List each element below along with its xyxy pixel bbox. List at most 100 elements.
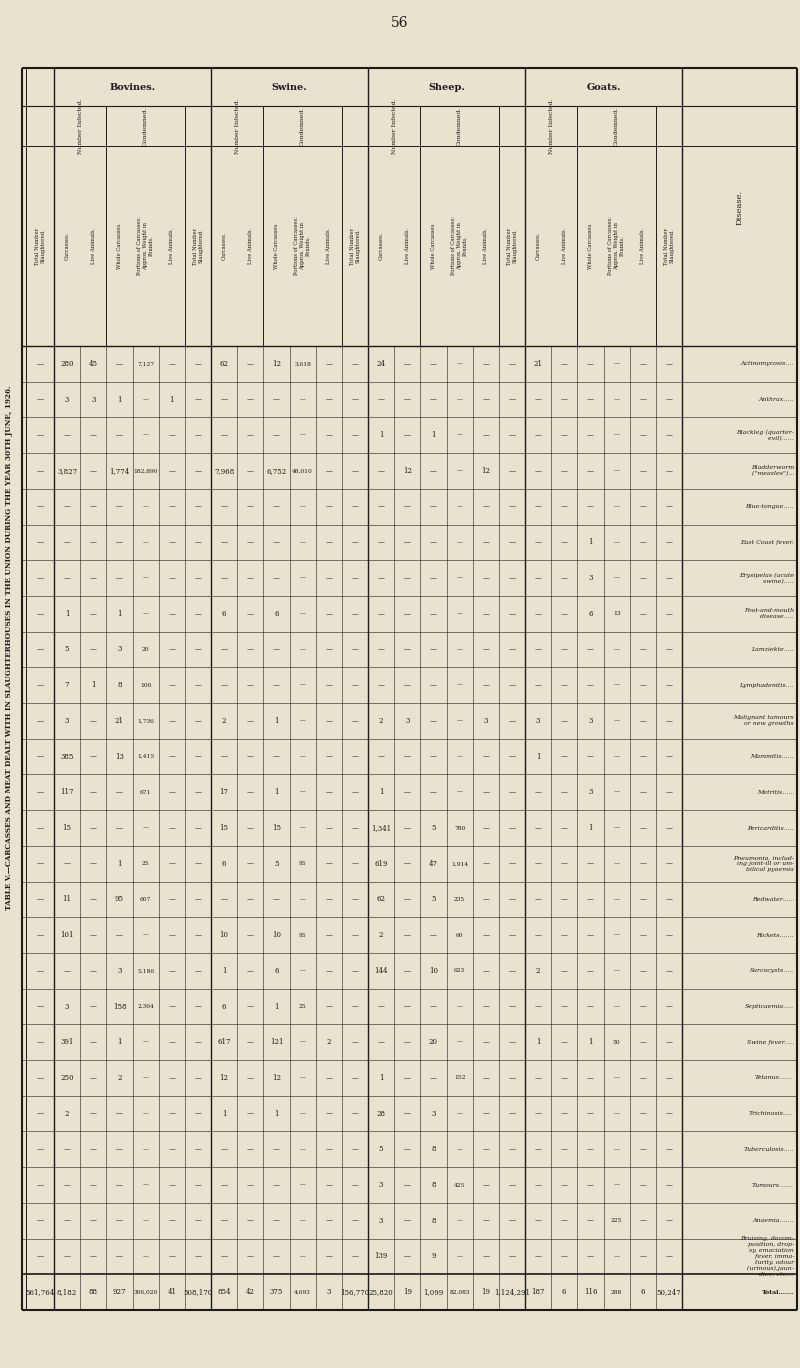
Text: —: — bbox=[142, 397, 149, 402]
Text: —: — bbox=[37, 466, 43, 475]
Text: Whole Carcasses.: Whole Carcasses. bbox=[117, 223, 122, 269]
Text: —: — bbox=[300, 1182, 306, 1187]
Text: —: — bbox=[457, 1040, 462, 1045]
Text: 7: 7 bbox=[65, 681, 70, 689]
Text: 235: 235 bbox=[454, 897, 466, 902]
Text: 619: 619 bbox=[374, 859, 388, 867]
Text: —: — bbox=[168, 788, 175, 796]
Text: Whole Carcasses.: Whole Carcasses. bbox=[588, 223, 593, 269]
Text: —: — bbox=[614, 361, 619, 367]
Text: 100: 100 bbox=[140, 683, 151, 688]
Text: —: — bbox=[221, 502, 227, 510]
Text: —: — bbox=[90, 539, 97, 546]
Text: —: — bbox=[246, 539, 254, 546]
Text: —: — bbox=[457, 397, 462, 402]
Text: 1: 1 bbox=[588, 539, 593, 546]
Text: —: — bbox=[351, 575, 358, 581]
Text: 1: 1 bbox=[379, 1074, 383, 1082]
Text: —: — bbox=[246, 859, 254, 867]
Text: —: — bbox=[273, 575, 280, 581]
Text: —: — bbox=[273, 896, 280, 903]
Text: —: — bbox=[37, 932, 43, 938]
Text: —: — bbox=[587, 1074, 594, 1082]
Text: —: — bbox=[326, 896, 332, 903]
Text: —: — bbox=[666, 681, 673, 689]
Text: 12: 12 bbox=[402, 466, 412, 475]
Text: —: — bbox=[37, 1253, 43, 1260]
Text: 671: 671 bbox=[140, 789, 151, 795]
Text: —: — bbox=[482, 1181, 490, 1189]
Text: —: — bbox=[561, 1253, 568, 1260]
Text: —: — bbox=[37, 1216, 43, 1224]
Text: —: — bbox=[430, 646, 437, 654]
Text: 88: 88 bbox=[89, 1289, 98, 1295]
Text: —: — bbox=[221, 1253, 227, 1260]
Text: Redwater......: Redwater...... bbox=[752, 897, 794, 902]
Text: —: — bbox=[142, 576, 149, 580]
Text: 50,247: 50,247 bbox=[657, 1289, 682, 1295]
Text: —: — bbox=[300, 754, 306, 759]
Text: 10: 10 bbox=[219, 932, 229, 938]
Text: —: — bbox=[482, 1109, 490, 1118]
Text: —: — bbox=[482, 1216, 490, 1224]
Text: 156,770: 156,770 bbox=[340, 1289, 370, 1295]
Text: Total Number
Slaughtered.: Total Number Slaughtered. bbox=[34, 227, 46, 264]
Text: —: — bbox=[326, 967, 332, 975]
Text: —: — bbox=[326, 1003, 332, 1011]
Text: —: — bbox=[221, 1216, 227, 1224]
Text: —: — bbox=[534, 502, 542, 510]
Text: Live Animals.: Live Animals. bbox=[405, 228, 410, 264]
Text: —: — bbox=[273, 752, 280, 761]
Text: Live Animals.: Live Animals. bbox=[483, 228, 488, 264]
Text: —: — bbox=[587, 1253, 594, 1260]
Text: —: — bbox=[168, 824, 175, 832]
Text: 15: 15 bbox=[219, 824, 229, 832]
Text: —: — bbox=[63, 859, 70, 867]
Text: —: — bbox=[326, 466, 332, 475]
Text: —: — bbox=[587, 1181, 594, 1189]
Text: 306,020: 306,020 bbox=[134, 1290, 158, 1294]
Text: —: — bbox=[430, 466, 437, 475]
Text: —: — bbox=[509, 431, 515, 439]
Text: 1: 1 bbox=[536, 1038, 540, 1047]
Text: —: — bbox=[614, 432, 619, 438]
Text: 95: 95 bbox=[298, 862, 306, 866]
Text: —: — bbox=[457, 1254, 462, 1259]
Text: —: — bbox=[509, 1216, 515, 1224]
Text: —: — bbox=[246, 1216, 254, 1224]
Text: East Coast fever.: East Coast fever. bbox=[740, 540, 794, 544]
Text: —: — bbox=[168, 1253, 175, 1260]
Text: —: — bbox=[534, 1216, 542, 1224]
Text: —: — bbox=[116, 824, 123, 832]
Text: 11: 11 bbox=[62, 896, 71, 903]
Text: —: — bbox=[561, 395, 568, 404]
Text: —: — bbox=[587, 896, 594, 903]
Text: —: — bbox=[614, 1111, 619, 1116]
Text: —: — bbox=[587, 502, 594, 510]
Text: —: — bbox=[90, 1109, 97, 1118]
Text: —: — bbox=[614, 933, 619, 937]
Text: —: — bbox=[300, 1254, 306, 1259]
Text: —: — bbox=[116, 1253, 123, 1260]
Text: —: — bbox=[587, 1216, 594, 1224]
Text: —: — bbox=[430, 932, 437, 938]
Text: 116: 116 bbox=[584, 1289, 597, 1295]
Text: —: — bbox=[509, 932, 515, 938]
Text: 617: 617 bbox=[218, 1038, 231, 1047]
Text: 7,127: 7,127 bbox=[137, 361, 154, 367]
Text: Portions of Carcasses:
Approx. Weight in
Pounds.: Portions of Carcasses: Approx. Weight in… bbox=[451, 216, 468, 275]
Text: —: — bbox=[63, 431, 70, 439]
Text: 508,170: 508,170 bbox=[183, 1289, 213, 1295]
Text: Number Infected.: Number Infected. bbox=[234, 98, 240, 153]
Text: —: — bbox=[482, 431, 490, 439]
Text: —: — bbox=[482, 932, 490, 938]
Text: —: — bbox=[509, 610, 515, 618]
Text: —: — bbox=[509, 575, 515, 581]
Text: —: — bbox=[561, 360, 568, 368]
Text: —: — bbox=[246, 1109, 254, 1118]
Text: 385: 385 bbox=[60, 752, 74, 761]
Text: 391: 391 bbox=[60, 1038, 74, 1047]
Text: 6: 6 bbox=[222, 859, 226, 867]
Text: —: — bbox=[90, 1038, 97, 1047]
Text: 101: 101 bbox=[60, 932, 74, 938]
